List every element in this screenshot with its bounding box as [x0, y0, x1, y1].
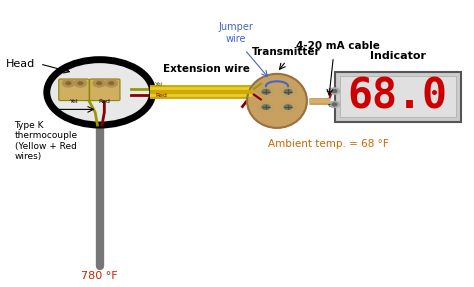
Circle shape	[97, 82, 102, 85]
Circle shape	[74, 79, 87, 87]
Text: Indicator: Indicator	[370, 51, 426, 61]
Circle shape	[280, 102, 296, 112]
Circle shape	[109, 82, 114, 85]
Circle shape	[47, 60, 153, 125]
FancyBboxPatch shape	[340, 76, 456, 117]
Text: Transmitter: Transmitter	[252, 47, 320, 57]
Circle shape	[258, 87, 274, 97]
Text: -: -	[327, 100, 330, 109]
Text: 68.0: 68.0	[348, 76, 448, 118]
Circle shape	[280, 87, 296, 97]
Circle shape	[262, 104, 270, 110]
Text: 780 °F: 780 °F	[82, 272, 118, 281]
Text: Yel: Yel	[155, 82, 164, 87]
Text: Yel: Yel	[70, 99, 78, 104]
Circle shape	[332, 103, 337, 106]
Circle shape	[329, 101, 340, 108]
Text: Type K
thermocouple
(Yellow + Red
wires): Type K thermocouple (Yellow + Red wires)	[15, 121, 78, 161]
Text: Ambient temp. = 68 °F: Ambient temp. = 68 °F	[268, 139, 389, 149]
FancyBboxPatch shape	[90, 79, 120, 100]
Circle shape	[329, 88, 340, 94]
Circle shape	[93, 79, 106, 87]
Circle shape	[284, 89, 292, 94]
Circle shape	[284, 104, 292, 110]
Text: +: +	[325, 87, 332, 96]
Text: Red: Red	[155, 94, 167, 98]
Circle shape	[66, 82, 71, 85]
Circle shape	[262, 89, 270, 94]
FancyBboxPatch shape	[59, 79, 89, 100]
Text: Jumper
wire: Jumper wire	[218, 22, 253, 44]
Text: Red: Red	[99, 99, 111, 104]
Circle shape	[105, 79, 118, 87]
Circle shape	[332, 90, 337, 92]
Text: Head: Head	[6, 59, 35, 69]
Circle shape	[78, 82, 83, 85]
Text: 4-20 mA cable: 4-20 mA cable	[296, 41, 380, 51]
Ellipse shape	[247, 74, 307, 128]
FancyBboxPatch shape	[335, 72, 461, 122]
Circle shape	[62, 79, 75, 87]
Circle shape	[258, 102, 274, 112]
Text: Extension wire: Extension wire	[164, 64, 250, 74]
